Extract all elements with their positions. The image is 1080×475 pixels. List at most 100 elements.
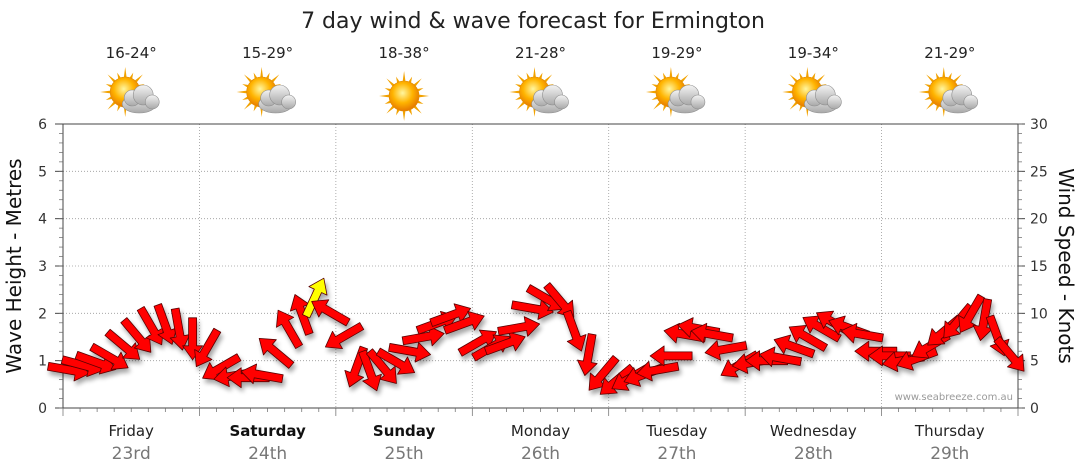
sun-disc [388,80,420,112]
watermark: www.seabreeze.com.au [895,392,1013,403]
wind-arrow [841,322,884,344]
sun-cloud-icon [645,67,706,117]
day-name: Saturday [229,422,306,440]
wind-arrow [759,346,802,368]
wind-arrow [704,340,748,361]
gridlines [63,124,1018,408]
wind-arrow [153,303,178,345]
wind-arrow [773,334,816,359]
day-temp: 21-29° [924,44,975,62]
wind-arrow [588,355,620,391]
left-tick-label: 4 [38,212,47,228]
sun-cloud-icon [236,67,296,117]
day-date: 26th [521,444,560,464]
wind-arrow [388,341,431,363]
left-tick-label: 0 [38,401,47,417]
left-tick-label: 6 [38,117,47,133]
sun-rays [379,71,430,121]
cloud-shape [940,84,979,114]
wind-arrow [636,360,680,382]
wind-arrow [324,322,365,350]
wind-arrow [457,329,497,357]
cloud-shape [667,84,706,114]
wind-arrow-max [302,277,328,319]
wind-arrow [497,316,541,337]
day-temp: 21-28° [515,44,566,62]
left-tick-label: 1 [38,354,47,370]
wind-arrow [649,345,693,367]
day-temp: 19-34° [788,44,839,62]
day-temp: 18-38° [379,44,430,62]
day-date: 27th [657,444,696,464]
day-date: 23rd [112,444,151,464]
cloud-shape [531,84,569,114]
wind-arrow [365,348,397,384]
right-tick-label: 10 [1030,306,1048,322]
wind-arrow [120,317,152,353]
right-axis-label: Wind Speed - Knots [1054,168,1078,364]
wind-arrow [562,309,587,352]
wind-arrow [358,349,382,392]
day-name: Wednesday [770,422,857,440]
wind-arrow [690,322,734,344]
wind-arrows [47,277,1025,395]
wind-arrow [240,363,284,385]
right-tick-label: 5 [1030,354,1039,370]
wind-arrow [311,299,351,327]
chart-title: 7 day wind & wave forecast for Ermington [301,9,765,34]
right-tick-label: 20 [1030,212,1048,228]
wind-arrow [182,317,204,361]
daily-temperatures: 16-24° 15-29° 18-38° 21-28° 19-29° 19-34° 21-2… [106,44,976,62]
day-name: Sunday [373,422,436,440]
wind-arrow [169,307,191,351]
wind-arrow [443,310,485,335]
cloud-shape [258,84,296,114]
sun-cloud-icon [100,67,160,117]
wind-arrow [276,309,303,349]
day-name: Tuesday [645,422,707,440]
right-tick-label: 15 [1030,259,1048,275]
cloud-shape [121,84,160,114]
wind-arrow [104,328,141,360]
minor-ticks [59,123,1022,416]
wind-arrow [958,293,986,333]
day-name: Monday [511,422,570,440]
day-temp: 19-29° [651,44,702,62]
wind-arrow [483,331,526,356]
sun-icon [379,71,430,121]
left-tick-label: 2 [38,306,47,322]
right-tick-label: 25 [1030,164,1048,180]
day-date: 28th [794,444,833,464]
weather-icons [100,67,979,121]
wind-arrow [258,337,295,369]
wind-arrow [510,299,554,320]
left-tick-label: 5 [38,164,47,180]
wind-arrow [136,306,164,346]
day-temp: 16-24° [106,44,157,62]
right-tick-label: 0 [1030,401,1039,417]
wind-arrow [993,336,1025,372]
day-date: 29th [930,444,969,464]
left-tick-label: 3 [38,259,47,275]
wind-arrow [577,333,598,376]
day-temp: 15-29° [242,44,293,62]
wind-arrow [401,325,445,347]
right-axis-ticks: 0 5 10 15 20 25 30 [1018,117,1048,417]
wind-arrow [972,298,994,341]
wind-arrow [788,324,828,352]
sun-cloud-icon [782,67,842,117]
day-name: Friday [108,422,154,440]
wind-arrow [868,345,911,367]
cloud-shape [804,84,842,114]
wind-arrow [375,347,416,375]
sun-cloud-icon [509,67,569,117]
day-date: 24th [248,444,287,464]
right-tick-label: 30 [1030,117,1048,133]
day-date: 25th [385,444,424,464]
day-labels: Friday 23rd Saturday 24th Sunday 25th Monday 26… [108,422,984,464]
left-axis-label: Wave Height - Metres [2,158,26,373]
day-name: Thursday [914,422,985,440]
wind-arrow [194,327,222,368]
sun-cloud-icon [918,67,979,117]
